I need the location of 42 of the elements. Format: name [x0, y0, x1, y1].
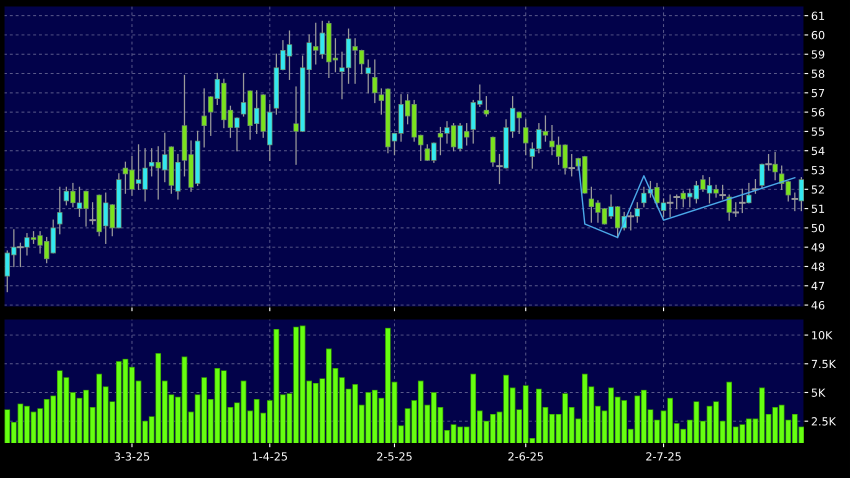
candlestick	[752, 179, 759, 194]
x-tick-label: 2-7-25	[646, 452, 681, 461]
y-tick-label: 58	[812, 70, 824, 78]
candlestick	[568, 154, 575, 176]
candlestick	[765, 154, 772, 171]
candlestick	[484, 96, 490, 117]
y-tick-label: 61	[812, 12, 824, 20]
x-tick-label: 1-4-25	[252, 452, 287, 461]
candlestick	[202, 88, 207, 148]
y-tick-label: 57	[812, 88, 824, 98]
y-tick-label: 55	[812, 128, 824, 136]
y-tick-label: 49	[811, 243, 824, 252]
candlestick	[673, 194, 680, 210]
candlestick	[57, 186, 62, 234]
x-tick-label: 3-3-25	[114, 452, 150, 461]
candlestick	[17, 242, 24, 268]
y-tick-label: 2.5K	[812, 417, 836, 426]
candlestick	[666, 194, 674, 217]
x-tick-label: 2-6-25	[508, 452, 543, 461]
candlestick	[792, 192, 798, 212]
y-tick-label: 7.5K	[812, 360, 836, 368]
y-tick-label: 50	[812, 224, 824, 232]
x-tick-label: 2-5-25	[377, 452, 412, 461]
y-tick-label: 48	[811, 262, 824, 271]
y-tick-label: 54	[812, 146, 824, 156]
candlestick	[719, 184, 726, 200]
y-tick-label: 52	[812, 185, 824, 194]
y-tick-label: 60	[812, 30, 824, 40]
candlestick	[739, 188, 746, 214]
y-tick-label: 51	[812, 204, 824, 213]
y-tick-label: 5K	[812, 388, 826, 397]
candlestick	[496, 154, 503, 184]
y-tick-label: 53	[812, 166, 824, 174]
y-tick-label: 56	[812, 108, 824, 116]
y-tick-label: 59	[812, 50, 824, 59]
candlestick	[523, 119, 528, 156]
y-tick-label: 10K	[812, 331, 833, 340]
candlestick	[89, 202, 96, 225]
y-tick-label: 46	[811, 301, 824, 310]
candlestick	[366, 59, 371, 94]
candlestick	[372, 59, 378, 104]
y-tick-label: 47	[811, 282, 824, 290]
